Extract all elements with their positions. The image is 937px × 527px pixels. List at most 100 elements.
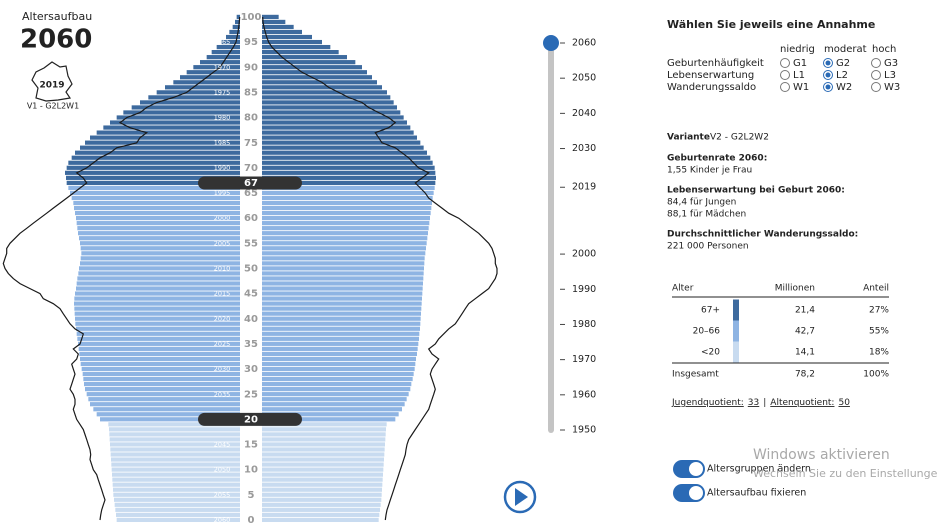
age-bar xyxy=(262,301,422,306)
variant-code: V1 - G2L2W1 xyxy=(27,102,79,111)
play-button[interactable] xyxy=(503,480,537,514)
radio[interactable] xyxy=(871,58,881,68)
age-bar xyxy=(113,492,240,497)
assumption-label: Wanderungssaldo xyxy=(667,82,756,93)
radio-label: L3 xyxy=(884,70,896,81)
slider-tick-label: 2000 xyxy=(572,249,596,260)
age-bar xyxy=(262,29,302,35)
age-bar xyxy=(88,397,240,402)
age-bar xyxy=(262,39,322,45)
age-bar xyxy=(262,376,413,382)
slider-tick-label: 1950 xyxy=(572,425,596,436)
age-marker[interactable] xyxy=(198,412,302,426)
age-bar xyxy=(73,200,240,206)
age-bar xyxy=(262,160,433,165)
table-cell: 20–66 xyxy=(693,327,721,337)
radio-dot[interactable] xyxy=(825,72,831,78)
age-bar xyxy=(76,216,240,221)
age-marker[interactable] xyxy=(198,176,302,190)
cohort-label: 2000 xyxy=(214,214,231,222)
age-bar xyxy=(116,115,240,120)
radio-dot[interactable] xyxy=(825,84,831,90)
age-bar xyxy=(262,331,420,336)
radio[interactable] xyxy=(871,82,881,92)
radio-dot[interactable] xyxy=(825,60,831,66)
play-icon[interactable] xyxy=(515,488,528,506)
radio[interactable] xyxy=(780,70,790,80)
age-bar xyxy=(262,120,407,125)
age-bar xyxy=(232,24,240,30)
age-bar xyxy=(80,356,240,362)
age-bar xyxy=(110,447,240,452)
column-header: moderat xyxy=(824,44,867,55)
fact-line: 84,4 für Jungen xyxy=(667,198,736,208)
cohort-label: 2035 xyxy=(214,390,231,398)
age-bar xyxy=(76,281,241,286)
radio[interactable] xyxy=(780,58,790,68)
age-bar xyxy=(262,502,381,507)
age-bar xyxy=(82,371,241,377)
age-bar xyxy=(66,175,240,180)
age-bar xyxy=(262,482,383,487)
age-bar xyxy=(262,256,425,261)
age-tick-label: 40 xyxy=(244,314,258,325)
age-bar xyxy=(109,437,241,442)
toggle-label: Altersgruppen ändern xyxy=(707,464,811,475)
slider-track xyxy=(548,40,554,433)
age-bar xyxy=(262,397,407,402)
quotient-label: Altenquotient: xyxy=(770,398,834,408)
radio[interactable] xyxy=(871,70,881,80)
age-bar xyxy=(75,210,240,216)
age-bar xyxy=(262,19,286,25)
cohort-label: 1985 xyxy=(214,139,231,147)
age-bar xyxy=(262,497,382,502)
age-bar xyxy=(262,200,432,206)
radio-label: L1 xyxy=(793,70,805,81)
fact-heading: Geburtenrate 2060: xyxy=(667,154,767,164)
radio[interactable] xyxy=(780,82,790,92)
age-bar xyxy=(262,462,384,467)
age-bar xyxy=(156,90,240,95)
age-bar xyxy=(90,402,240,407)
age-tick-label: 90 xyxy=(244,62,258,73)
age-tick-label: 80 xyxy=(244,113,258,124)
age-bar xyxy=(103,125,240,130)
age-bar xyxy=(262,261,425,266)
age-bar xyxy=(262,231,428,236)
slider-knob[interactable] xyxy=(543,35,559,51)
quotients: Jugendquotient: 33 | Altenquotient: 50 xyxy=(671,398,850,408)
quotient-label: Jugendquotient: xyxy=(671,398,744,408)
age-bar xyxy=(262,467,384,472)
age-bar xyxy=(262,226,429,231)
toggle-knob[interactable] xyxy=(689,486,703,500)
age-tick-label: 0 xyxy=(248,515,255,526)
age-bar xyxy=(148,95,240,100)
age-bar xyxy=(262,392,409,397)
age-bar xyxy=(96,130,241,135)
age-bar xyxy=(262,246,426,251)
age-bar xyxy=(262,50,339,55)
age-bar xyxy=(262,221,430,226)
age-bar xyxy=(71,155,241,160)
toggle-knob[interactable] xyxy=(689,462,703,476)
age-bar xyxy=(90,135,240,140)
age-bar xyxy=(93,407,240,412)
age-bar xyxy=(262,276,424,281)
age-bar xyxy=(76,326,240,331)
age-bar xyxy=(262,427,386,432)
icon-year: 2019 xyxy=(39,81,64,91)
age-bar xyxy=(262,34,312,40)
app-title: Altersaufbau xyxy=(22,10,92,23)
age-bar xyxy=(262,80,377,85)
slider-tick-label: 1990 xyxy=(572,284,596,295)
age-bar xyxy=(262,472,383,477)
table-header: Millionen xyxy=(775,284,815,294)
age-bar xyxy=(79,351,240,357)
table-total: Insgesamt xyxy=(672,370,719,380)
table-cell: 55% xyxy=(869,327,889,337)
germany-icon xyxy=(31,61,73,102)
age-bar xyxy=(112,477,240,482)
group-swatch xyxy=(733,320,739,342)
table-cell: 21,4 xyxy=(795,306,815,316)
